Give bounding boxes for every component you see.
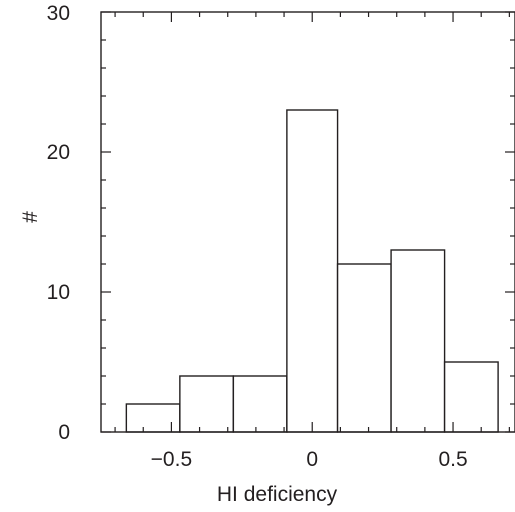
x-tick-label-1: 0 xyxy=(306,448,318,471)
y-axis-label: # xyxy=(19,211,42,223)
histogram-bar-3 xyxy=(286,109,339,433)
tick-labels-group: −0.5 0 0.5 0 10 20 30 xyxy=(47,2,468,471)
y-tick-label-1: 10 xyxy=(47,281,70,304)
ticks-group xyxy=(101,11,515,433)
y-tick-label-3: 30 xyxy=(47,2,70,25)
histogram-bar-2 xyxy=(232,375,288,433)
y-tick-label-2: 20 xyxy=(47,141,70,164)
x-tick-label-0: −0.5 xyxy=(151,448,192,471)
x-tick-label-2: 0.5 xyxy=(438,448,467,471)
plot-frame xyxy=(100,11,515,433)
histogram-bar-1 xyxy=(179,375,235,433)
x-axis-label: HI deficiency xyxy=(217,483,338,506)
histogram-bar-6 xyxy=(443,361,499,433)
histogram-bar-4 xyxy=(336,263,392,433)
y-tick-label-0: 0 xyxy=(58,421,70,444)
histogram-bar-5 xyxy=(390,249,446,433)
bars-group xyxy=(125,109,499,433)
